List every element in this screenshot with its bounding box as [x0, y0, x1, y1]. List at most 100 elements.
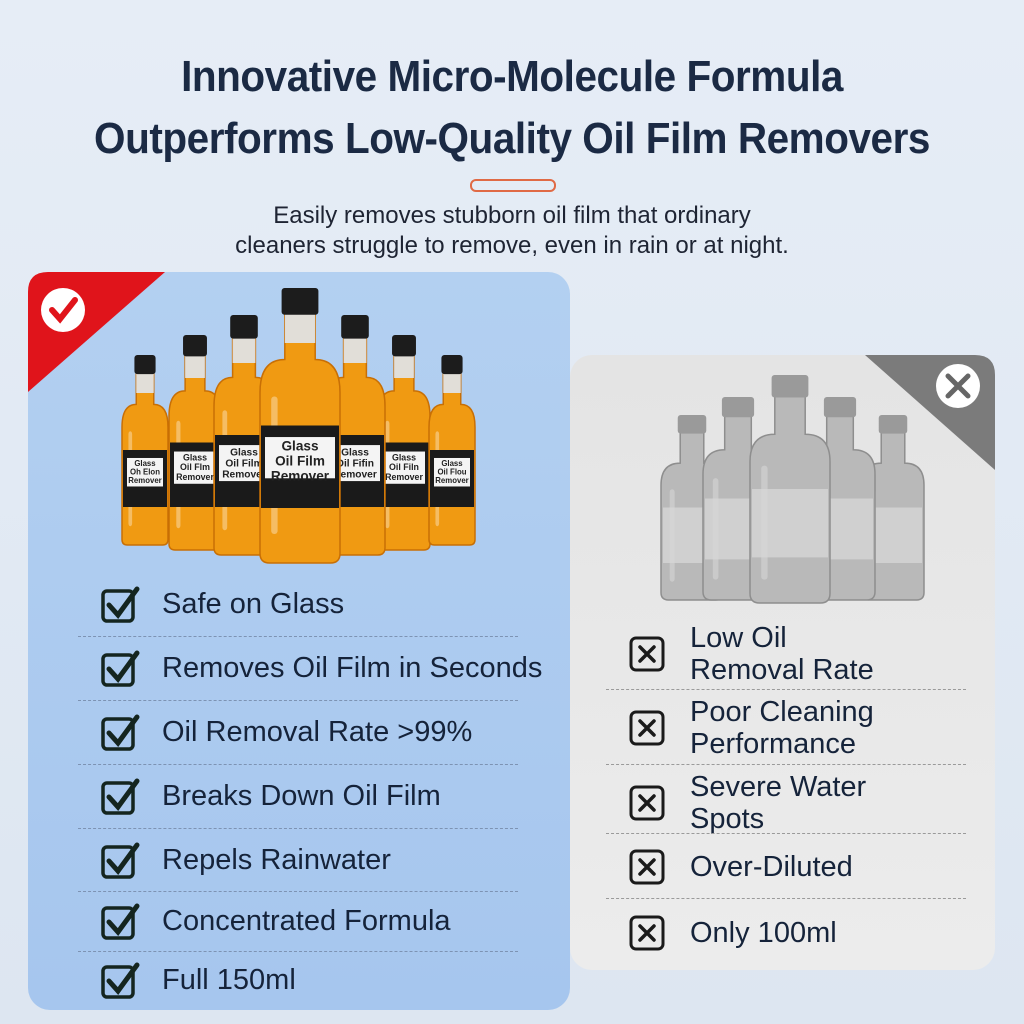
- cross-icon: [629, 915, 665, 951]
- bottle-neck-glass: [284, 312, 316, 343]
- bottle-label-text: Oh Elon: [130, 467, 160, 476]
- bottle-label-text: Remover: [128, 476, 161, 485]
- separator: [78, 950, 518, 952]
- title-line: Outperforms Low-Quality Oil Film Remover…: [94, 114, 930, 163]
- good-badge: [41, 288, 85, 332]
- bottle-label-text: Glass: [183, 452, 207, 462]
- bottle-label-text: Oil Fifin: [336, 459, 374, 470]
- bottle-label-text: Glass: [341, 447, 369, 458]
- bottle-label: [434, 457, 470, 487]
- good-point: Concentrated Formula: [100, 901, 451, 941]
- point-text: Poor Cleaning Performance: [690, 696, 874, 760]
- bottle: [749, 375, 831, 604]
- bottle-label-text: Remover: [271, 469, 330, 484]
- separator: [606, 833, 966, 834]
- bottle-label-text: Oil Film: [225, 459, 262, 470]
- bottle-label-text: Glass: [441, 459, 463, 468]
- bottle-neck-glass: [443, 372, 461, 393]
- bottle-cap: [878, 415, 908, 434]
- bottle-cap: [341, 315, 369, 339]
- separator: [606, 689, 966, 690]
- good-point: Removes Oil Film in Seconds: [100, 648, 542, 688]
- bottle-label-text: Glass: [392, 452, 416, 462]
- bad-point: Poor Cleaning Performance: [628, 694, 938, 762]
- bottle-neck-glass: [343, 336, 367, 363]
- bottle-cap: [441, 355, 463, 375]
- bottle-label: [752, 489, 828, 558]
- bottle-cap: [771, 375, 809, 398]
- bottle-label-text: Remover: [435, 476, 468, 485]
- check-icon: [101, 586, 140, 623]
- good-point: Full 150ml: [100, 960, 296, 1000]
- bottle-neck-glass: [232, 336, 256, 363]
- bottle-label-text: Remover: [176, 472, 214, 482]
- bottle-label-text: Glass: [134, 459, 156, 468]
- bottle-cap: [392, 335, 416, 357]
- separator: [78, 764, 518, 765]
- separator: [78, 636, 518, 637]
- title-line: Innovative Micro-Molecule Formula: [181, 52, 843, 101]
- bad-point: Severe Water Spots: [628, 769, 938, 837]
- check-icon: [101, 962, 140, 999]
- cross-icon: [629, 636, 665, 672]
- cross-icon: [629, 785, 665, 821]
- subtitle-line: Easily removes stubborn oil film that or…: [273, 202, 751, 229]
- bottle-cap: [134, 355, 156, 375]
- subtitle-line: cleaners struggle to remove, even in rai…: [235, 232, 789, 259]
- bottle-label-text: Oil Film: [275, 454, 325, 469]
- good-check: [49, 297, 78, 324]
- bottle-label-text: Glass: [281, 439, 318, 454]
- bottle-label-text: Oil Filn: [389, 462, 419, 472]
- bottle-label-text: Oil Flou: [437, 467, 466, 476]
- separator: [78, 828, 518, 829]
- cross-icon: [629, 849, 665, 885]
- good-point: Repels Rainwater: [100, 840, 391, 880]
- bottle-label-text: Remover: [333, 470, 377, 481]
- bottle-neck-glass: [136, 372, 154, 393]
- separator: [78, 890, 518, 892]
- bottle-label-text: Glass: [230, 447, 258, 458]
- bottle-label-text: Remover: [222, 470, 266, 481]
- bottle-cap: [721, 397, 755, 418]
- point-text: Concentrated Formula: [162, 905, 451, 937]
- check-icon: [101, 714, 140, 751]
- point-text: Full 150ml: [162, 964, 296, 996]
- point-text: Safe on Glass: [162, 588, 345, 620]
- bad-cross: [945, 373, 971, 399]
- bottle-label: [265, 437, 335, 479]
- bottle-cap: [183, 335, 207, 357]
- bottle-neck-glass: [394, 354, 414, 378]
- cross-icon: [629, 710, 665, 746]
- good-point: Oil Removal Rate >99%: [100, 712, 472, 752]
- separator: [606, 898, 966, 899]
- bottle-cap: [823, 397, 857, 418]
- divider: [470, 179, 556, 192]
- bottle-cap: [281, 288, 319, 315]
- good-point: Safe on Glass: [100, 584, 344, 624]
- bottle-label: [383, 451, 425, 484]
- bad-point: Only 100ml: [628, 899, 938, 967]
- point-text: Breaks Down Oil Film: [162, 780, 441, 812]
- bad-point: Low Oil Removal Rate: [628, 620, 938, 688]
- bottle-label: [127, 457, 163, 487]
- separator: [606, 763, 966, 765]
- point-text: Removes Oil Film in Seconds: [162, 652, 543, 684]
- check-icon: [101, 778, 140, 815]
- check-icon: [101, 903, 140, 940]
- bottle-cap: [230, 315, 258, 339]
- bottle-label-text: Oil Flm: [180, 462, 210, 472]
- bottle-cap: [677, 415, 707, 434]
- point-text: Over-Diluted: [690, 851, 853, 883]
- check-icon: [101, 842, 140, 879]
- point-text: Low Oil Removal Rate: [690, 622, 874, 686]
- bottle-label-text: Remover: [385, 472, 423, 482]
- bottle-label: [174, 451, 216, 484]
- bottle-neck-glass: [185, 354, 205, 378]
- point-text: Oil Removal Rate >99%: [162, 716, 473, 748]
- check-icon: [101, 650, 140, 687]
